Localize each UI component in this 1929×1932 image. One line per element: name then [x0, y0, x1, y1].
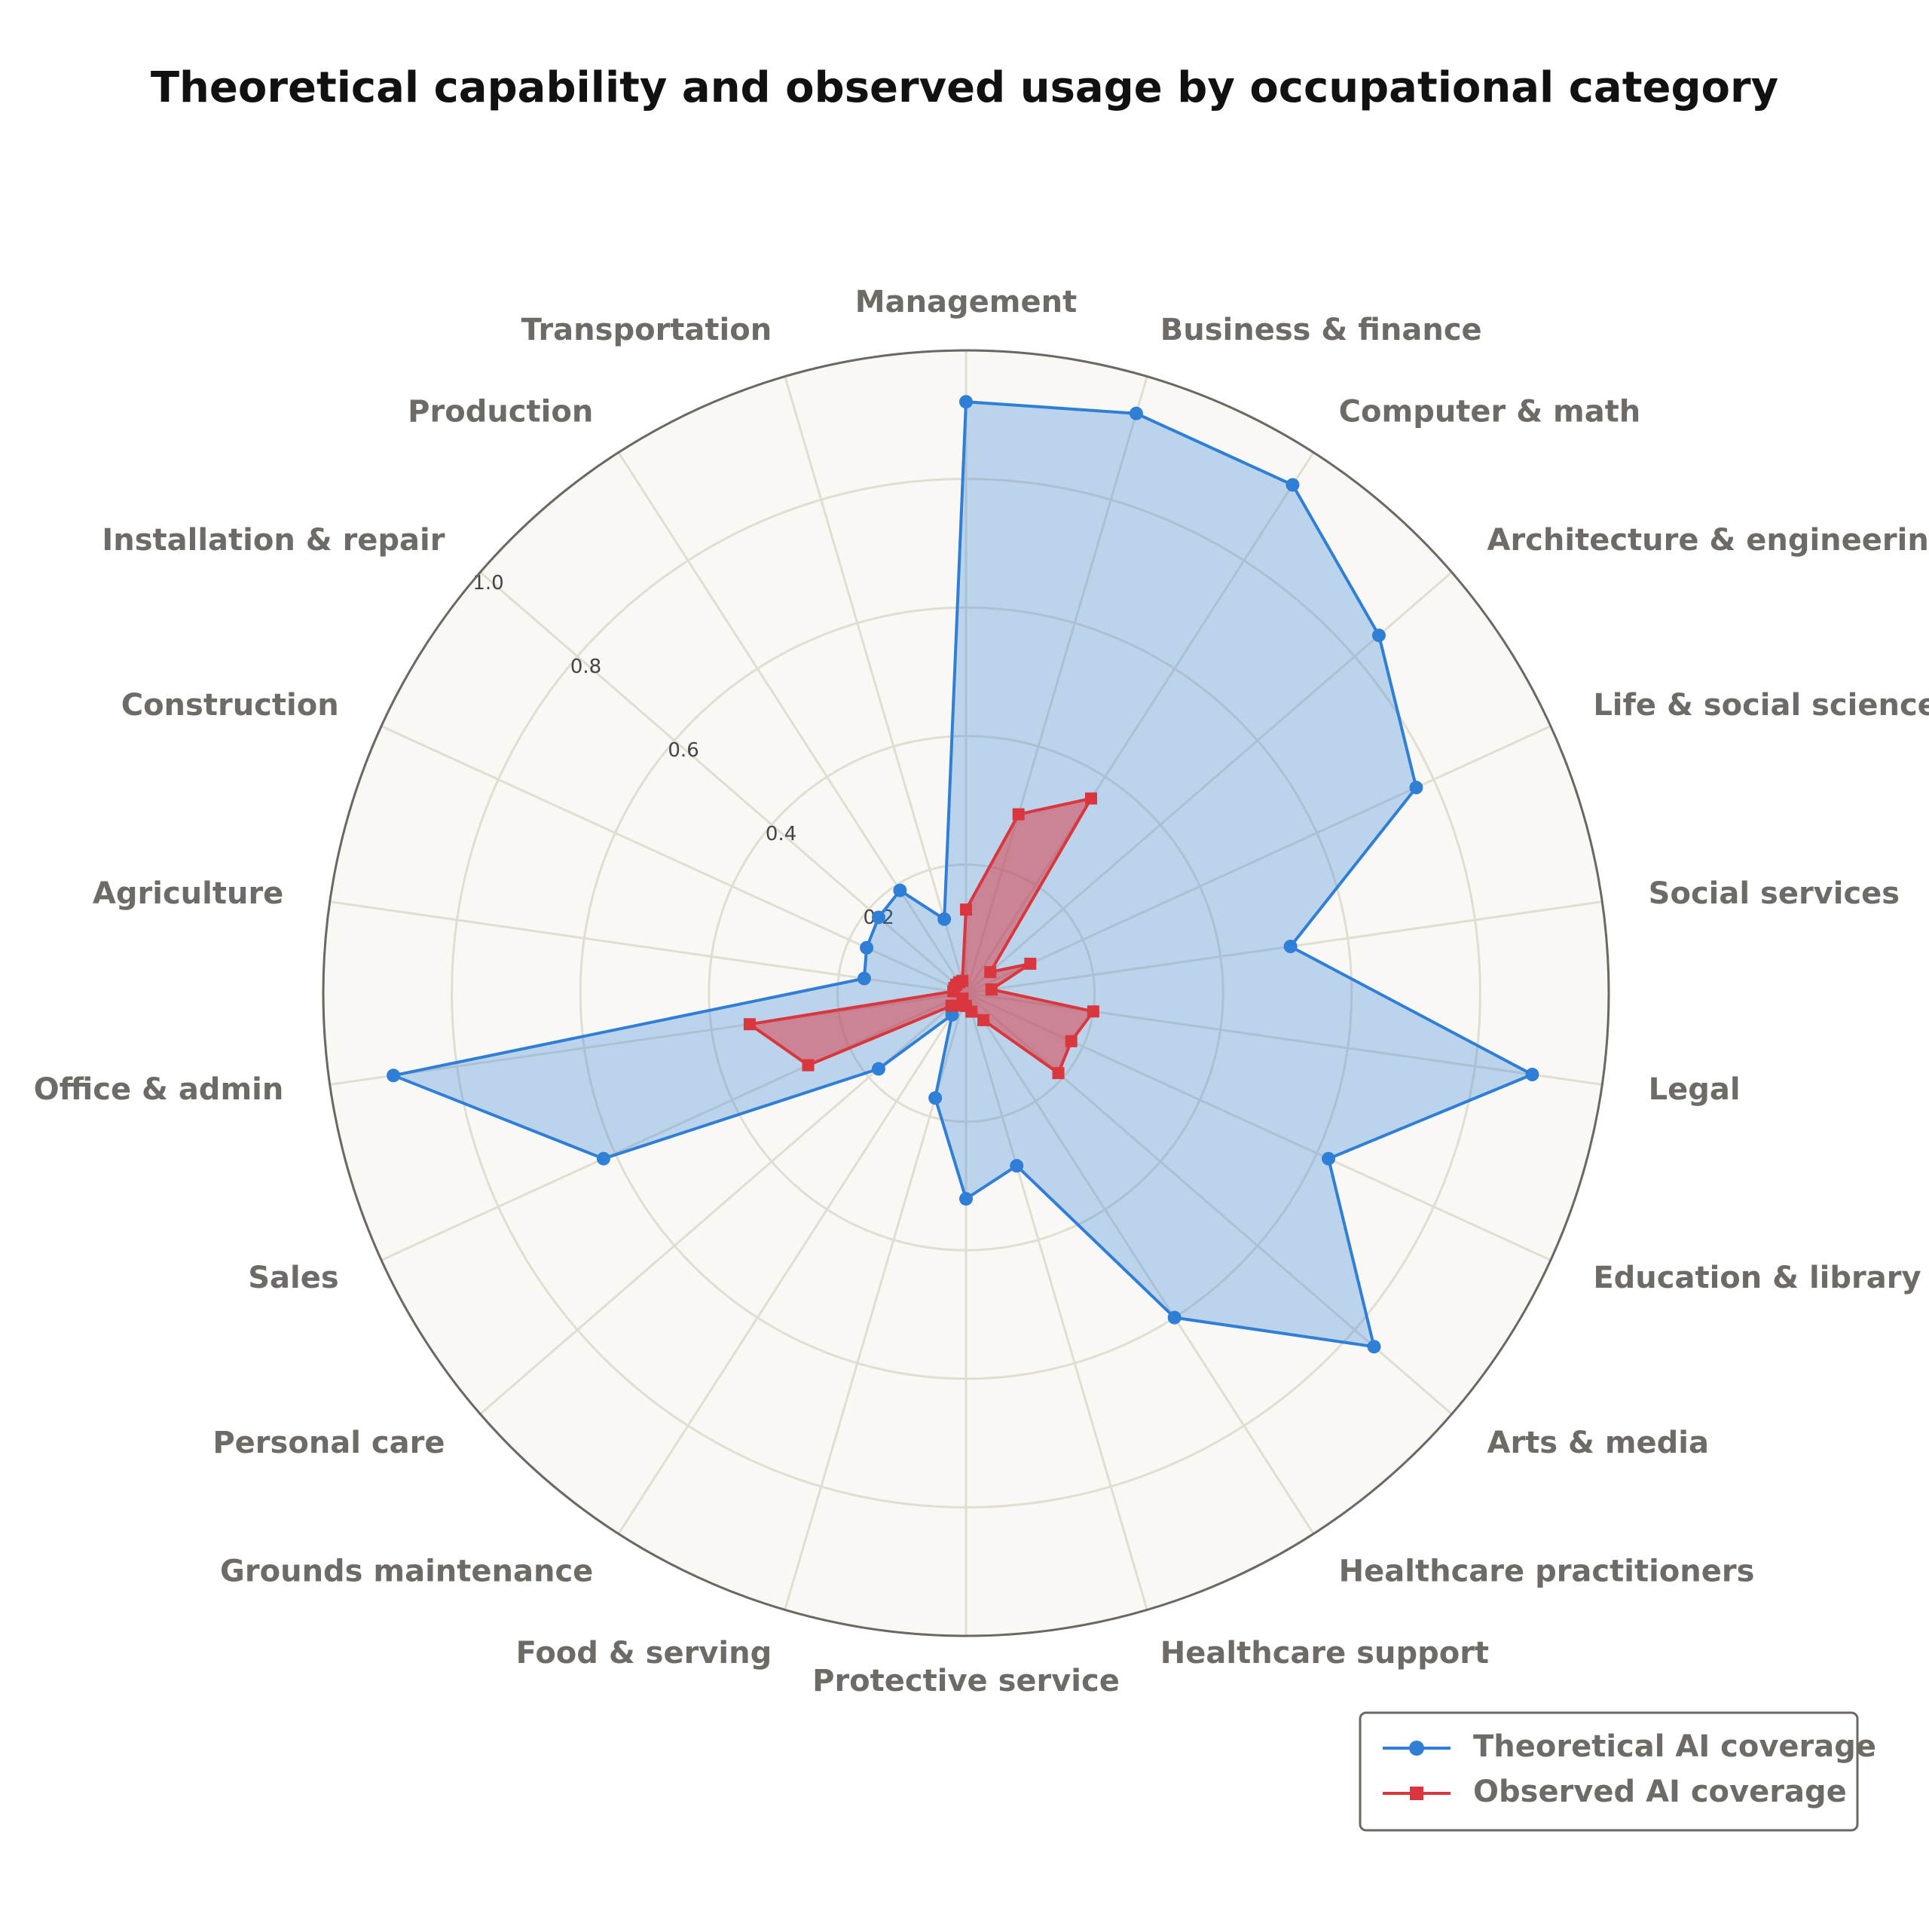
r-tick-label: 0.4: [766, 823, 796, 845]
r-tick-label: 0.8: [570, 656, 601, 678]
category-label: Grounds maintenance: [220, 1554, 593, 1589]
category-label: Agriculture: [93, 876, 283, 911]
point-marker: [1085, 792, 1098, 805]
point-marker: [959, 395, 973, 409]
category-label: Healthcare practitioners: [1339, 1554, 1755, 1589]
point-marker: [802, 1059, 815, 1071]
category-label: Education & library: [1593, 1261, 1921, 1295]
point-marker: [1409, 781, 1423, 795]
point-marker: [985, 983, 998, 996]
category-label: Sales: [248, 1261, 338, 1295]
point-marker: [1285, 478, 1300, 492]
category-label: Social services: [1649, 876, 1900, 911]
spoke: [965, 725, 1551, 995]
legend-marker: [1409, 1741, 1424, 1756]
point-marker: [871, 1062, 885, 1076]
point-marker: [743, 1018, 756, 1031]
point-marker: [1065, 1035, 1078, 1047]
point-marker: [596, 1151, 610, 1166]
point-marker: [1012, 808, 1025, 821]
category-label: Protective service: [812, 1664, 1120, 1698]
category-label: Management: [855, 285, 1077, 319]
category-label: Office & admin: [34, 1072, 284, 1107]
spoke: [964, 992, 1315, 1535]
legend-label: Observed AI coverage: [1473, 1775, 1847, 1809]
point-marker: [1283, 940, 1298, 954]
point-marker: [860, 940, 874, 955]
point-marker: [1167, 1310, 1182, 1325]
category-label: Arts & media: [1487, 1426, 1709, 1460]
point-marker: [977, 1013, 990, 1026]
spoke: [784, 376, 968, 994]
point-marker: [1052, 1067, 1065, 1080]
category-label: Healthcare support: [1160, 1636, 1489, 1671]
point-marker: [956, 974, 969, 987]
point-marker: [893, 883, 907, 897]
legend: Theoretical AI coverage Observed AI cover…: [1359, 1711, 1876, 1832]
category-label: Installation & repair: [102, 523, 445, 558]
point-marker: [1087, 1005, 1099, 1018]
point-marker: [945, 999, 958, 1012]
point-marker: [857, 971, 871, 986]
spoke: [965, 571, 1453, 995]
category-label: Personal care: [212, 1426, 445, 1460]
point-marker: [1371, 628, 1386, 643]
point-marker: [984, 966, 997, 979]
point-marker: [959, 1191, 973, 1206]
spoke: [479, 571, 967, 995]
r-tick-label: 0.6: [668, 739, 699, 762]
spoke: [964, 992, 1148, 1610]
plot-border: [322, 349, 1610, 1637]
category-label: Computer & math: [1339, 394, 1641, 429]
point-marker: [387, 1068, 401, 1083]
category-label: Architecture & engineering: [1487, 523, 1929, 558]
category-label: Life & social sciences: [1593, 688, 1929, 723]
legend-label: Theoretical AI coverage: [1473, 1729, 1876, 1764]
category-label: Food & serving: [516, 1636, 772, 1671]
point-marker: [1367, 1340, 1381, 1354]
category-label: Transportation: [521, 313, 772, 347]
point-marker: [1525, 1068, 1539, 1082]
point-marker: [928, 1091, 943, 1105]
category-label: Production: [408, 394, 593, 429]
point-marker: [1010, 1159, 1024, 1173]
point-marker: [1129, 406, 1143, 420]
category-label: Construction: [121, 688, 339, 723]
point-marker: [956, 992, 969, 1005]
point-marker: [1322, 1151, 1336, 1166]
legend-box: [1359, 1711, 1859, 1832]
spoke: [617, 451, 968, 994]
point-marker: [1024, 958, 1037, 971]
category-label: Business & finance: [1160, 313, 1482, 347]
spoke: [617, 992, 968, 1535]
point-marker: [871, 910, 885, 925]
legend-marker: [1410, 1787, 1423, 1800]
point-marker: [960, 903, 972, 916]
point-marker: [937, 912, 952, 926]
category-label: Legal: [1649, 1072, 1741, 1107]
chart-title: Theoretical capability and observed usag…: [151, 63, 1778, 112]
